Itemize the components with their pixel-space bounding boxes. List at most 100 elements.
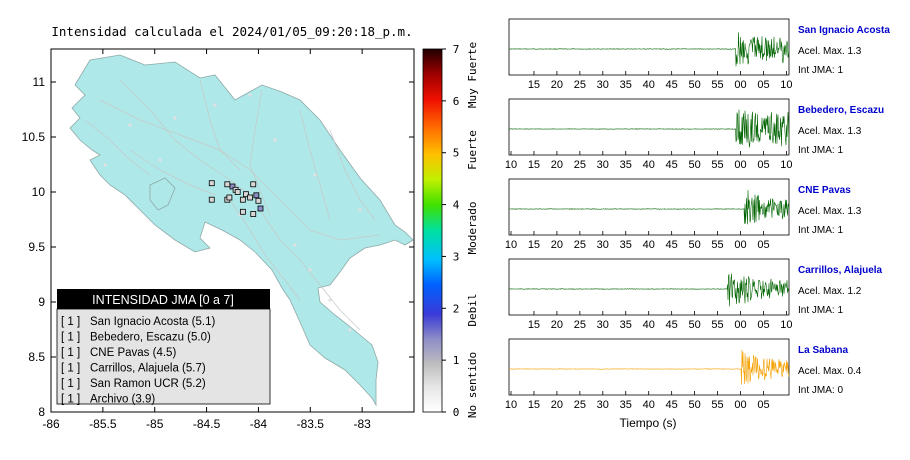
station-int: Int JMA: 0 <box>798 385 843 396</box>
waveform-tick-label: 00 <box>734 399 746 411</box>
legend-item-level: [ 1 ] <box>61 363 80 375</box>
waveform-tick-label: 00 <box>734 319 746 331</box>
waveform-tick-label: 15 <box>528 239 540 251</box>
waveform-tick-label: 40 <box>643 79 655 91</box>
colorbar-tick-label: 6 <box>453 95 460 108</box>
waveform-tick-label: 35 <box>620 319 632 331</box>
legend-item-name: San Ramon UCR (5.2) <box>90 378 206 390</box>
station-acel: Acel. Max. 1.3 <box>798 206 862 217</box>
colorbar-tick-label: 5 <box>453 147 460 160</box>
legend-item-name: Carrillos, Alajuela (5.7) <box>90 363 206 375</box>
map-x-tick-label: -86 <box>42 417 60 431</box>
waveform-tick-label: 05 <box>757 399 769 411</box>
waveform-trace <box>508 190 790 225</box>
waveform-tick-label: 00 <box>734 239 746 251</box>
waveform-tick-label: 20 <box>551 319 563 331</box>
waveform-tick-label: 30 <box>597 159 609 171</box>
station-marker <box>208 196 215 203</box>
station-acel: Acel. Max. 1.3 <box>798 46 862 57</box>
station-marker <box>250 181 257 188</box>
map-x-tick-label: -83 <box>353 417 371 431</box>
colorbar-label: Debil <box>466 293 479 326</box>
legend-item-level: [ 1 ] <box>61 378 80 390</box>
waveform-frame <box>508 98 790 156</box>
map-y-tick-label: 8.5 <box>28 350 45 364</box>
station-acel: Acel. Max. 0.4 <box>798 366 862 377</box>
waveform-tick-label: 35 <box>620 159 632 171</box>
town-markers <box>103 93 362 332</box>
waveform-tick-label: 50 <box>688 79 700 91</box>
legend-item-name: Archivo (3.9) <box>90 394 155 406</box>
waveform-frame <box>508 338 790 396</box>
waveform-trace <box>508 273 790 307</box>
colorbar-tick-label: 4 <box>453 199 460 212</box>
waveform-trace <box>508 109 790 148</box>
map-x-tick-label: -85 <box>146 417 164 431</box>
waveform-tick-label: 20 <box>551 79 563 91</box>
waveform-tick-label: 15 <box>528 159 540 171</box>
waveform-tick-label: 40 <box>643 239 655 251</box>
station-marker <box>208 180 215 187</box>
legend-item-name: Bebedero, Escazu (5.0) <box>90 332 211 344</box>
map-x-tick-label: -85.5 <box>89 417 117 431</box>
station-int: Int JMA: 1 <box>798 305 843 316</box>
waveform-tick-label: 55 <box>711 159 723 171</box>
waveform-tick-label: 40 <box>643 159 655 171</box>
waveform-tick-label: 30 <box>597 319 609 331</box>
legend-body <box>56 308 271 405</box>
waveform-tick-label: 45 <box>666 159 678 171</box>
waveform-tick-label: 10 <box>780 79 792 91</box>
waveform-tick-label: 45 <box>666 239 678 251</box>
waveform-panel: 15 20 25 30 35 40 45 50 55 00 05 10 San Ignacio Acos… <box>508 18 890 91</box>
station-marker <box>255 197 262 204</box>
waveform-tick-label: 05 <box>757 79 769 91</box>
waveform-tick-label: 30 <box>597 399 609 411</box>
legend-items: [ 1 ] San Ignacio Acosta (5.1) [ 1 ] Bebede… <box>61 316 215 406</box>
colorbar-label: Moderado <box>466 202 479 255</box>
map-frame <box>50 48 415 413</box>
legend-item-level: [ 1 ] <box>61 347 80 359</box>
waveform-frame <box>508 178 790 236</box>
colorbar-label: Muy Fuerte <box>466 42 479 108</box>
legend-title-bar <box>57 289 270 309</box>
waveform-tick-label: 15 <box>528 79 540 91</box>
waveform-panel: 10 15 20 25 30 35 40 45 50 55 00 05 La Sabana Acel. M… <box>505 338 862 411</box>
colorbar-tick-label: 0 <box>453 406 460 419</box>
waveform-frame <box>508 18 790 76</box>
station-marker <box>250 211 257 217</box>
waveform-trace <box>508 32 790 67</box>
colorbar-tick-label: 1 <box>453 354 460 367</box>
intensity-colorbar: 0 1 2 3 4 5 6 7 No sentido Debil Moderado Fuerte Mu… <box>422 42 479 419</box>
station-name: Carrillos, Alajuela <box>798 265 883 276</box>
colorbar-labels: No sentido Debil Moderado Fuerte Muy Fuerte <box>466 42 479 418</box>
waveform-tick-label: 35 <box>620 79 632 91</box>
station-marker <box>253 192 260 199</box>
waveform-panel: 15 20 25 30 35 40 45 50 55 00 05 10 Carrillos, Alaju… <box>508 258 883 331</box>
waveform-panel: 10 15 20 25 30 35 40 45 50 55 00 05 10 Bebedero, Esca… <box>505 98 884 171</box>
station-acel: Acel. Max. 1.3 <box>798 126 862 137</box>
station-int: Int JMA: 1 <box>798 65 843 76</box>
waveform-tick-label: 10 <box>780 159 792 171</box>
waveform-tick-label: 30 <box>597 239 609 251</box>
waveform-tick-label: 05 <box>757 319 769 331</box>
station-acel: Acel. Max. 1.2 <box>798 286 862 297</box>
station-name: San Ignacio Acosta <box>798 25 890 36</box>
waveform-tick-label: 15 <box>528 399 540 411</box>
waveform-tick-label: 05 <box>757 159 769 171</box>
station-int: Int JMA: 1 <box>798 225 843 236</box>
station-marker <box>243 191 249 198</box>
waveform-tick-label: 35 <box>620 399 632 411</box>
waveform-tick-label: 50 <box>688 399 700 411</box>
waveform-tick-label: 25 <box>574 399 586 411</box>
colorbar-ticks: 0 1 2 3 4 5 6 7 <box>442 43 460 419</box>
waveform-tick-label: 00 <box>734 159 746 171</box>
waveform-tick-label: 10 <box>505 159 517 171</box>
costa-rica-land <box>69 54 414 407</box>
station-marker <box>226 194 233 201</box>
station-marker <box>224 181 231 188</box>
intensity-legend: INTENSIDAD JMA [0 a 7] [ 1 ] San Ignacio … <box>56 289 271 406</box>
map-x-axis: -86 -85.5 -85 -84.5 -84 -83.5 -83 <box>42 49 371 431</box>
station-name: CNE Pavas <box>798 185 851 196</box>
waveform-tick-label: 05 <box>757 239 769 251</box>
